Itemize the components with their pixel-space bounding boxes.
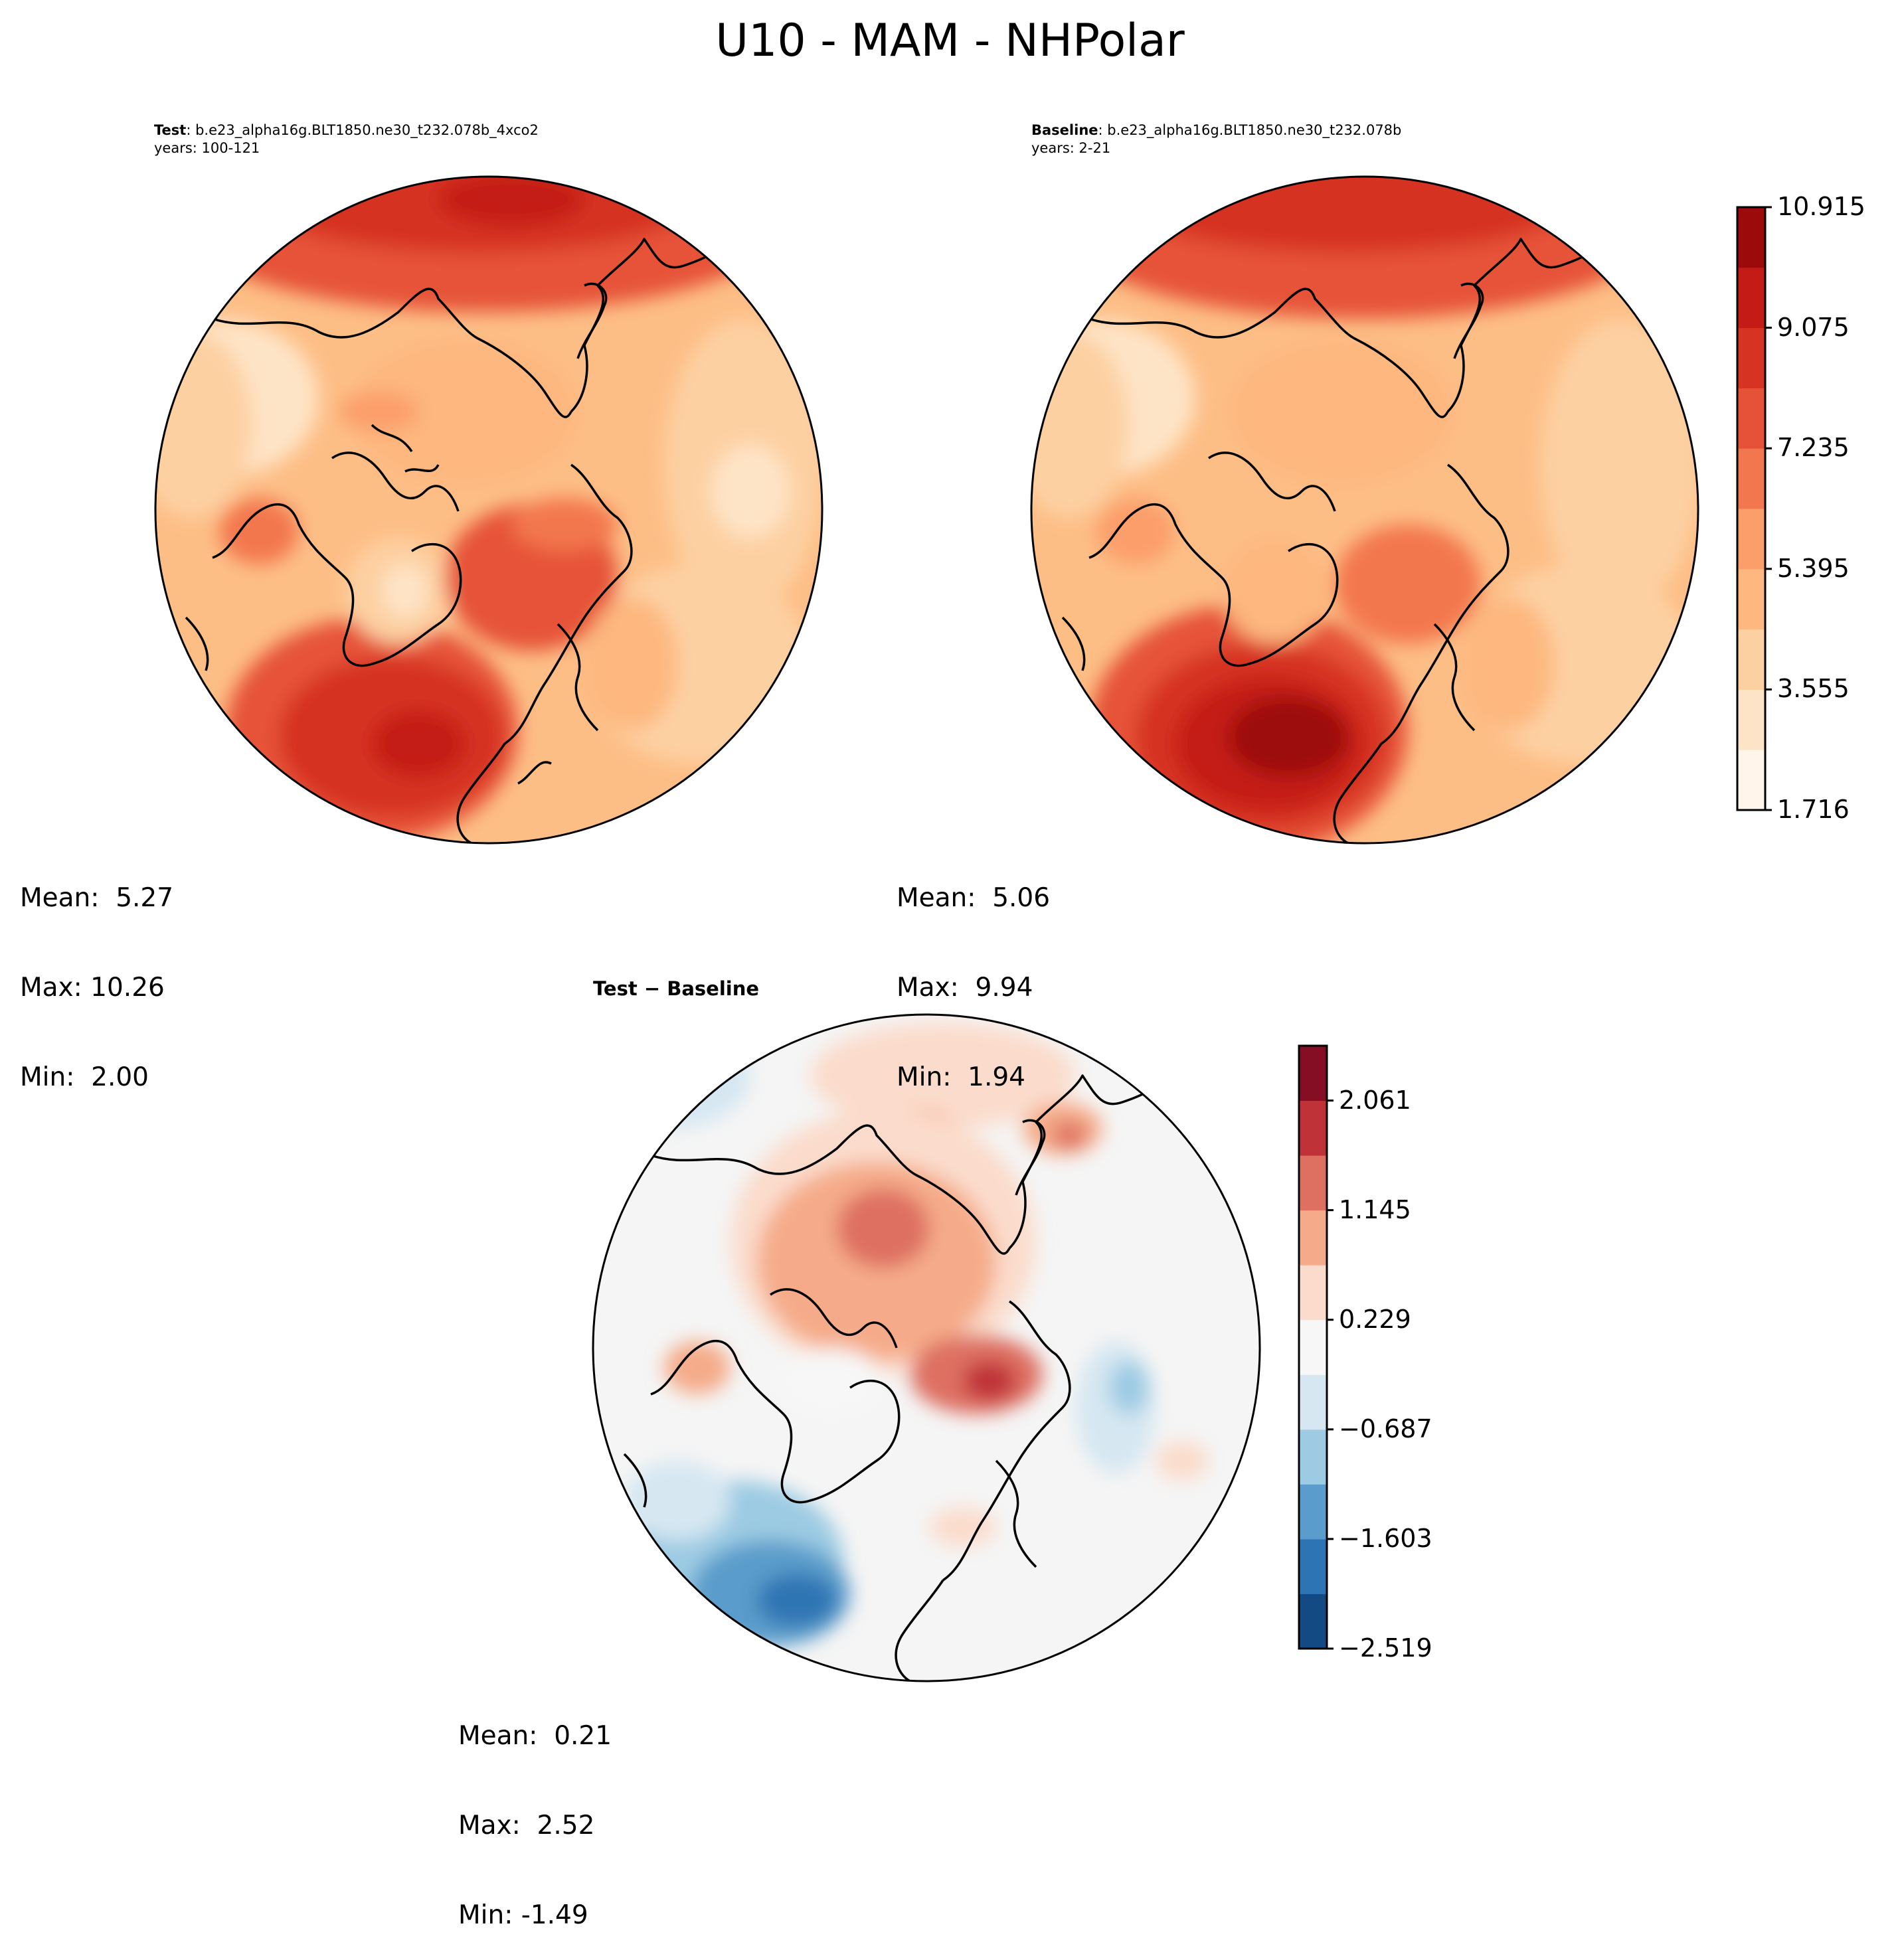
test-years: years: 100-121 (154, 140, 260, 156)
diff-colorbar-segment (1299, 1210, 1327, 1266)
diff-colorbar-segment (1299, 1319, 1327, 1375)
main-colorbar-segment (1737, 689, 1765, 750)
diff-min: Min: -1.49 (458, 1900, 588, 1930)
main-colorbar-tick-label: 5.395 (1777, 553, 1850, 583)
diff-colorbar-segment (1299, 1100, 1327, 1156)
diff-colorbar-tick-label: 1.145 (1339, 1194, 1411, 1224)
diff-colorbar-tick-label: 0.229 (1339, 1304, 1411, 1334)
figure-canvas (154, 175, 1772, 1682)
diff-panel-header: Test − Baseline (593, 977, 760, 1000)
diff-colorbar-segment (1299, 1265, 1327, 1321)
main-colorbar-tick-label: 9.075 (1777, 312, 1850, 342)
baseline-map (1030, 175, 1699, 845)
diff-colorbar-segment (1299, 1374, 1327, 1430)
main-colorbar (1736, 206, 1772, 811)
main-colorbar-tick-label: 1.716 (1777, 795, 1850, 824)
baseline-panel-header: Baseline: b.e23_alpha16g.BLT1850.ne30_t2… (1031, 122, 1401, 157)
main-colorbar-segment (1737, 267, 1765, 329)
main-colorbar-segment (1737, 568, 1765, 630)
test-case-name: : b.e23_alpha16g.BLT1850.ne30_t232.078b_… (186, 122, 539, 138)
test-mean: Mean: 5.27 (20, 883, 174, 913)
test-map (154, 175, 823, 845)
baseline-mean: Mean: 5.06 (897, 883, 1051, 913)
diff-colorbar-segment (1299, 1484, 1327, 1540)
diff-colorbar-tick-label: −2.519 (1339, 1633, 1432, 1663)
baseline-max: Max: 9.94 (897, 973, 1033, 1003)
main-colorbar-frame (1736, 206, 1767, 811)
diff-mean: Mean: 0.21 (458, 1721, 612, 1751)
diff-colorbar-tick-label: 2.061 (1339, 1085, 1411, 1115)
baseline-case-name: : b.e23_alpha16g.BLT1850.ne30_t232.078b (1098, 122, 1402, 138)
diff-max: Max: 2.52 (458, 1811, 595, 1840)
diff-colorbar-segment (1299, 1538, 1327, 1594)
baseline-min: Min: 1.94 (897, 1062, 1025, 1092)
test-stats: Mean: 5.27 Max: 10.26 Min: 2.00 (20, 823, 173, 1122)
diff-colorbar-segment (1299, 1046, 1327, 1102)
diff-colorbar-tick-label: −1.603 (1339, 1523, 1432, 1553)
main-colorbar-segment (1737, 750, 1765, 811)
main-colorbar-segment (1737, 388, 1765, 449)
main-colorbar-segment (1737, 509, 1765, 570)
diff-colorbar-segment (1299, 1429, 1327, 1485)
main-colorbar-tick-label: 3.555 (1777, 674, 1850, 704)
main-colorbar-tick-label: 10.915 (1777, 192, 1865, 221)
main-colorbar-segment (1737, 327, 1765, 388)
diff-stats: Mean: 0.21 Max: 2.52 Min: -1.49 (458, 1661, 612, 1960)
baseline-years: years: 2-21 (1031, 140, 1111, 156)
diff-colorbar-segment (1299, 1593, 1327, 1649)
figure-title: U10 - MAM - NHPolar (715, 15, 1185, 67)
diff-colorbar-frame (1298, 1044, 1328, 1650)
main-colorbar-tick-label: 7.235 (1777, 433, 1850, 463)
test-max: Max: 10.26 (20, 973, 165, 1003)
baseline-stats: Mean: 5.06 Max: 9.94 Min: 1.94 (897, 823, 1050, 1122)
diff-colorbar (1298, 1044, 1334, 1650)
main-colorbar-segment (1737, 207, 1765, 268)
diff-colorbar-segment (1299, 1155, 1327, 1211)
baseline-label: Baseline (1031, 122, 1098, 138)
main-colorbar-segment (1737, 448, 1765, 509)
test-panel-header: Test: b.e23_alpha16g.BLT1850.ne30_t232.0… (154, 122, 539, 157)
diff-colorbar-tick-label: −0.687 (1339, 1414, 1432, 1443)
test-min: Min: 2.00 (20, 1062, 149, 1092)
main-colorbar-segment (1737, 629, 1765, 690)
test-label: Test (154, 122, 187, 138)
difference-map (592, 1013, 1261, 1682)
